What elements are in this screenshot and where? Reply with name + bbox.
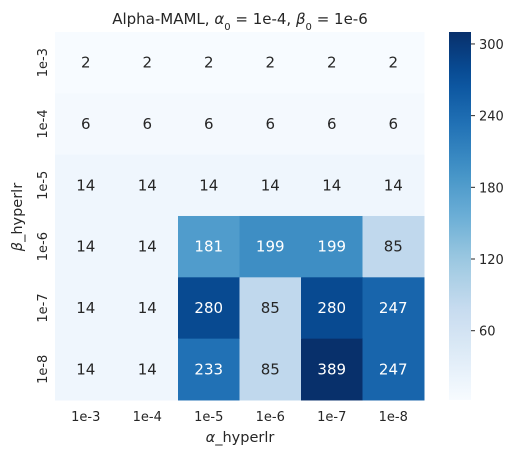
heatmap-cell [116, 215, 179, 278]
heatmap-cell [239, 338, 302, 401]
heatmap-cell [55, 277, 117, 340]
x-tick-label: 1e-5 [194, 410, 223, 425]
cell-value-label: 247 [379, 299, 408, 317]
cell-value-label: 85 [384, 238, 403, 256]
heatmap-cell [178, 215, 240, 278]
x-tick-label: 1e-6 [256, 410, 285, 425]
cell-value-label: 199 [256, 238, 285, 256]
cell-value-label: 2 [265, 54, 275, 72]
heatmap-cell [239, 154, 302, 217]
cell-value-label: 14 [384, 176, 403, 194]
heatmap-cell [239, 215, 302, 278]
cell-value-label: 14 [322, 176, 341, 194]
heatmap-cell [301, 154, 363, 217]
colorbar-tick-label: 60 [479, 325, 496, 340]
cell-value-label: 2 [388, 54, 398, 72]
heatmap-cell [178, 338, 240, 401]
heatmap-cell [55, 338, 117, 401]
cell-value-label: 14 [76, 176, 95, 194]
colorbar-tick-label: 180 [479, 181, 504, 196]
x-axis-ticks: 1e-3 1e-4 1e-5 1e-6 1e-7 1e-8 [71, 410, 408, 425]
y-axis-ticks: 1e-3 1e-4 1e-5 1e-6 1e-7 1e-8 [36, 48, 51, 384]
heatmap-cell [239, 93, 302, 156]
x-tick-label: 1e-4 [133, 410, 162, 425]
heatmap-cell [362, 338, 425, 401]
cell-value-label: 85 [261, 299, 280, 317]
heatmap-cells [55, 32, 425, 401]
heatmap-cell [239, 32, 302, 94]
heatmap-cell [116, 32, 179, 94]
heatmap-cell [362, 215, 425, 278]
x-axis-label: α_hyperlr [206, 430, 275, 446]
cell-value-label: 14 [138, 299, 157, 317]
cell-value-label: 2 [142, 54, 152, 72]
y-tick-label: 1e-3 [36, 48, 51, 77]
colorbar-tick-label: 240 [479, 110, 504, 125]
cell-value-label: 199 [317, 238, 346, 256]
heatmap-cell [178, 32, 240, 94]
chart-title: Alpha-MAML, α0 = 1e-4, β0 = 1e-6 [112, 10, 368, 33]
cell-value-label: 6 [327, 115, 337, 133]
heatmap-cell [301, 93, 363, 156]
colorbar-tick-label: 120 [479, 253, 504, 268]
heatmap-cell [55, 93, 117, 156]
heatmap-cell [178, 277, 240, 340]
x-tick-label: 1e-3 [71, 410, 100, 425]
colorbar [449, 32, 471, 400]
cell-value-label: 14 [138, 176, 157, 194]
x-tick-label: 1e-7 [317, 410, 346, 425]
heatmap-cell-labels: 2 2 2 2 2 2 6 6 6 6 6 6 14 14 14 14 14 14 14 14 181 199 199 85 1… [76, 54, 407, 379]
cell-value-label: 2 [81, 54, 91, 72]
cell-value-label: 14 [76, 299, 95, 317]
heatmap-cell [362, 32, 425, 94]
heatmap-cell [301, 338, 363, 401]
heatmap-cell [239, 277, 302, 340]
cell-value-label: 280 [194, 299, 223, 317]
heatmap-cell [301, 32, 363, 94]
cell-value-label: 2 [327, 54, 337, 72]
y-axis-label: β_hyperlr [10, 183, 26, 252]
cell-value-label: 85 [261, 360, 280, 378]
cell-value-label: 2 [204, 54, 214, 72]
cell-value-label: 6 [204, 115, 214, 133]
y-tick-label: 1e-7 [36, 293, 51, 322]
cell-value-label: 14 [138, 238, 157, 256]
heatmap-cell [116, 338, 179, 401]
heatmap-cell [362, 277, 425, 340]
cell-value-label: 14 [261, 176, 280, 194]
cell-value-label: 181 [194, 238, 223, 256]
cell-value-label: 389 [317, 360, 346, 378]
heatmap-cell [178, 154, 240, 217]
cell-value-label: 280 [317, 299, 346, 317]
x-tick-label: 1e-8 [379, 410, 408, 425]
heatmap-cell [55, 215, 117, 278]
cell-value-label: 6 [265, 115, 275, 133]
cell-value-label: 6 [142, 115, 152, 133]
y-tick-label: 1e-4 [36, 109, 51, 138]
y-tick-label: 1e-8 [36, 355, 51, 384]
heatmap-cell [301, 215, 363, 278]
cell-value-label: 247 [379, 360, 408, 378]
cell-value-label: 14 [199, 176, 218, 194]
heatmap-cell [362, 154, 425, 217]
heatmap-cell [116, 154, 179, 217]
heatmap-cell [178, 93, 240, 156]
cell-value-label: 6 [81, 115, 91, 133]
heatmap-cell [301, 277, 363, 340]
heatmap-cell [116, 93, 179, 156]
colorbar-tick-label: 300 [479, 38, 504, 53]
heatmap-cell [362, 93, 425, 156]
heatmap-cell [55, 32, 117, 94]
cell-value-label: 233 [194, 360, 223, 378]
cell-value-label: 14 [76, 360, 95, 378]
y-tick-label: 1e-5 [36, 171, 51, 200]
cell-value-label: 14 [76, 238, 95, 256]
y-tick-label: 1e-6 [36, 232, 51, 261]
cell-value-label: 14 [138, 360, 157, 378]
cell-value-label: 6 [388, 115, 398, 133]
heatmap-cell [116, 277, 179, 340]
colorbar-ticks: 60 120 180 240 300 [471, 38, 504, 340]
heatmap-cell [55, 154, 117, 217]
